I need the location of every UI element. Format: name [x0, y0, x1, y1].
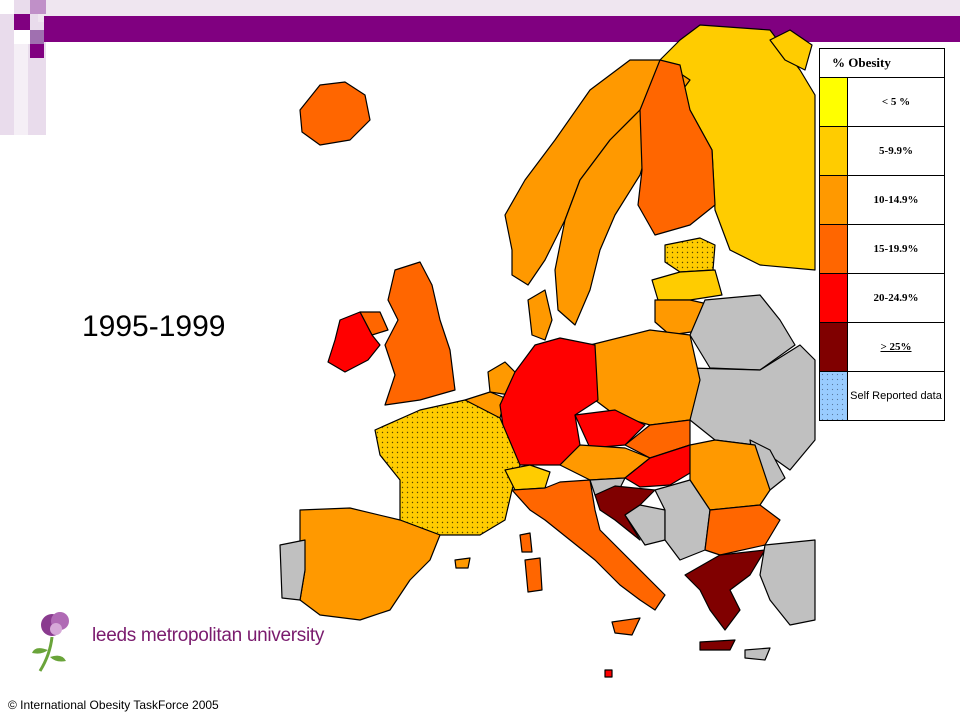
country-malta — [604, 669, 613, 678]
legend-item-20-24: 20-24.9% — [820, 274, 944, 323]
legend-label: 15-19.9% — [873, 243, 919, 255]
country-balearic — [454, 557, 471, 569]
country-turkey — [759, 539, 816, 626]
university-logo-text: leeds metropolitan university — [92, 625, 325, 646]
slide-decoration — [0, 0, 960, 136]
country-serbia — [654, 479, 711, 561]
legend-label: 10-14.9% — [873, 194, 919, 206]
legend-item-self-reported: Self Reported data — [820, 372, 944, 420]
country-portugal — [279, 539, 306, 601]
legend-swatch — [820, 127, 848, 175]
legend-swatch — [820, 274, 848, 322]
legend-swatch — [820, 176, 848, 224]
country-sardinia — [524, 557, 543, 593]
legend: % Obesity < 5 % 5-9.9% 10-14.9% 15-19.9%… — [819, 48, 945, 421]
legend-item-15-19: 15-19.9% — [820, 225, 944, 274]
country-ukraine — [689, 344, 816, 471]
legend-swatch — [820, 225, 848, 273]
country-cyprus — [744, 647, 771, 661]
country-uk — [384, 261, 456, 406]
legend-label: < 5 % — [881, 96, 911, 108]
legend-swatch — [820, 323, 848, 371]
country-sweden — [554, 109, 656, 326]
period-label: 1995-1999 — [82, 310, 226, 343]
legend-label: Self Reported data — [850, 390, 942, 402]
legend-title: % Obesity — [820, 49, 944, 78]
country-corsica — [519, 532, 533, 553]
legend-label: 5-9.9% — [879, 145, 913, 157]
university-logo: leeds metropolitan university — [30, 605, 324, 675]
country-italy — [511, 479, 666, 611]
country-ireland — [327, 311, 381, 373]
legend-label: > 25% — [880, 341, 912, 353]
country-bosnia — [624, 504, 666, 546]
country-czech — [574, 409, 646, 449]
country-france — [374, 399, 521, 536]
country-switzerland — [504, 464, 551, 491]
legend-item-5-9: 5-9.9% — [820, 127, 944, 176]
country-estonia — [664, 237, 716, 273]
legend-item-25plus: > 25% — [820, 323, 944, 372]
country-russia-north — [769, 29, 813, 71]
country-denmark — [527, 289, 553, 341]
country-crete — [699, 639, 736, 651]
country-finland — [637, 59, 716, 236]
legend-item-lt5: < 5 % — [820, 78, 944, 127]
rose-logo-icon — [32, 612, 69, 672]
legend-swatch — [820, 78, 848, 126]
legend-label: 20-24.9% — [873, 292, 919, 304]
legend-item-10-14: 10-14.9% — [820, 176, 944, 225]
country-latvia — [651, 269, 723, 301]
country-sicily — [611, 617, 641, 636]
legend-swatch — [820, 372, 848, 420]
country-iceland — [299, 81, 371, 146]
country-belarus — [689, 294, 796, 371]
country-greece — [684, 549, 766, 631]
copyright-credit: © International Obesity TaskForce 2005 — [8, 698, 219, 712]
